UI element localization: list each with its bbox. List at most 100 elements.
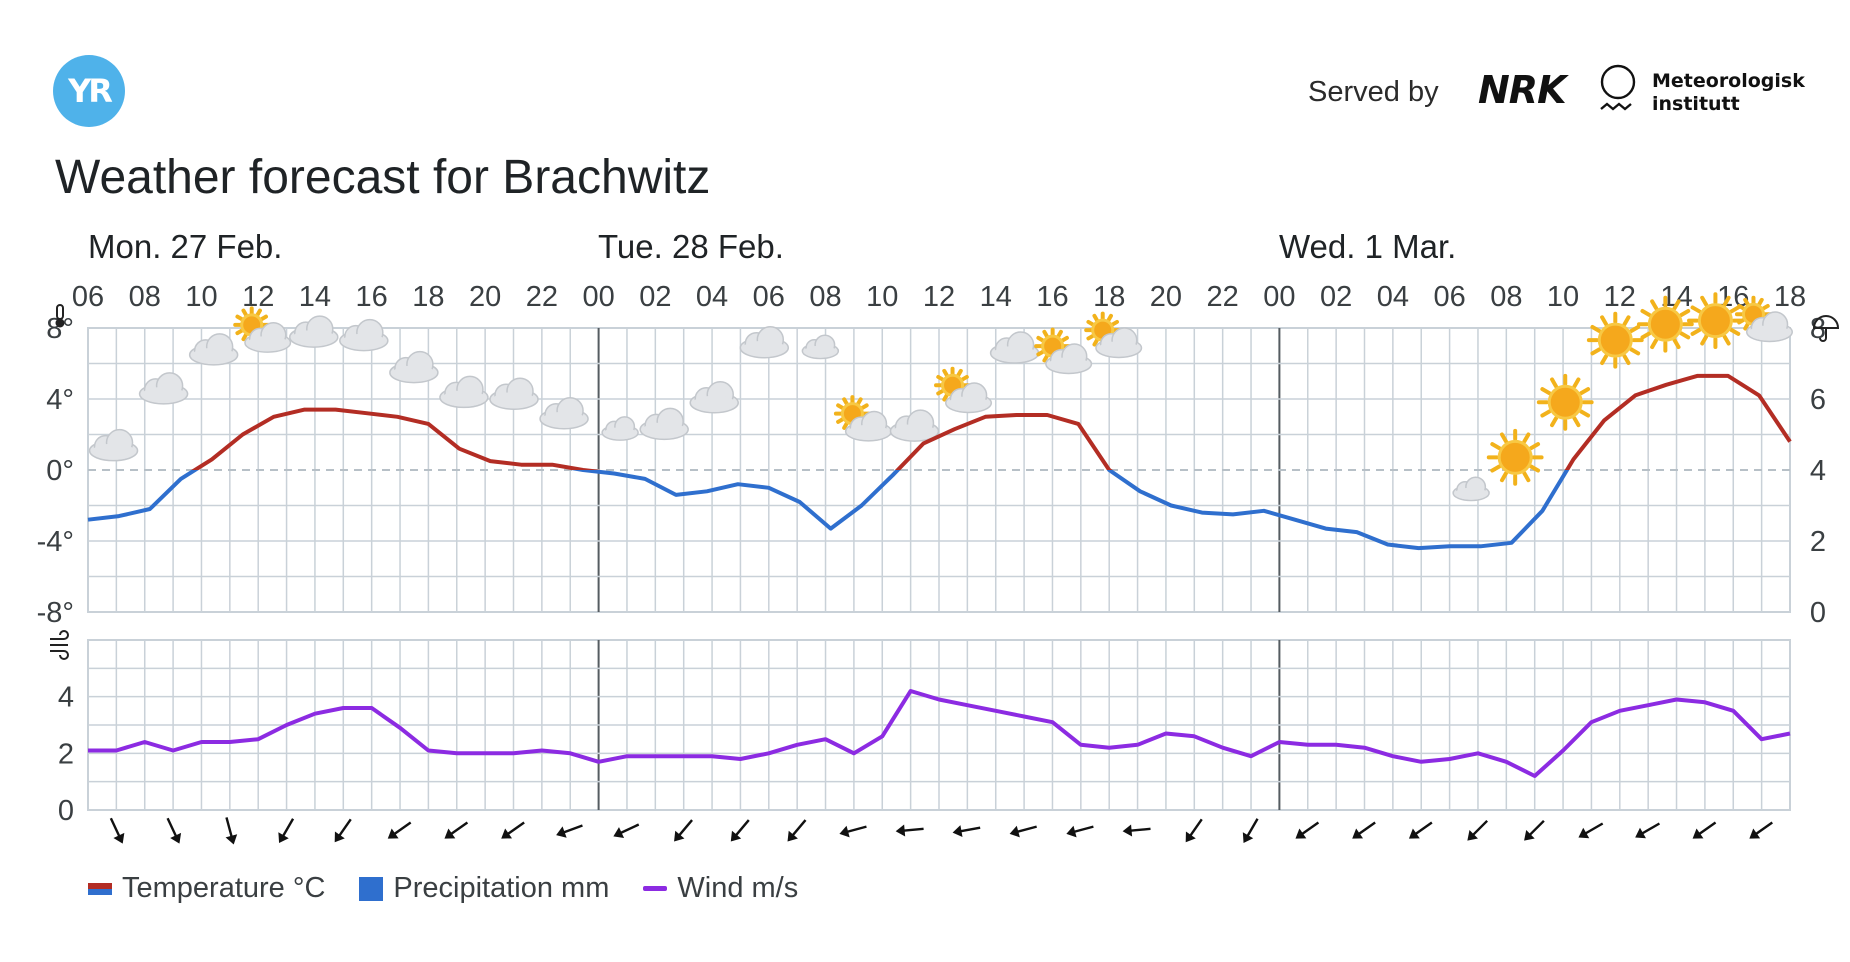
arrow-head bbox=[1578, 827, 1590, 839]
yr-logo[interactable]: YR bbox=[53, 55, 125, 127]
arrow-head bbox=[952, 825, 963, 837]
x-tick-label: 04 bbox=[1377, 281, 1409, 313]
cloud-fill bbox=[391, 365, 436, 382]
arrow-head bbox=[895, 824, 906, 837]
x-tick-label: 06 bbox=[72, 281, 104, 313]
x-tick-label: 08 bbox=[1490, 281, 1522, 313]
sun-ray bbox=[1729, 327, 1741, 336]
cloud-icon bbox=[138, 372, 189, 405]
arrow-head bbox=[1408, 828, 1420, 839]
cloud-fill bbox=[341, 333, 386, 350]
arrow-head bbox=[170, 832, 182, 844]
arrow-head bbox=[1066, 825, 1077, 838]
cloud-fill bbox=[246, 336, 289, 352]
partly-cloudy-day-icon bbox=[833, 395, 892, 442]
sun-ray bbox=[1672, 299, 1681, 311]
sun-ray bbox=[1499, 432, 1508, 444]
x-tick-label: 06 bbox=[1433, 281, 1465, 313]
arrow-head bbox=[387, 828, 399, 839]
umbrella-canopy bbox=[1812, 315, 1840, 329]
legend-precipitation-label: Precipitation mm bbox=[393, 872, 610, 904]
temperature-line-cold bbox=[87, 470, 1570, 551]
sun-ray bbox=[1600, 315, 1609, 327]
sun-ray bbox=[1036, 349, 1045, 357]
partly-cloudy-day-icon bbox=[1084, 311, 1143, 359]
precip-tick-label: 6 bbox=[1810, 384, 1826, 416]
cloud-fill bbox=[992, 346, 1037, 363]
wind-arrow bbox=[1578, 822, 1604, 839]
sun-ray bbox=[1110, 319, 1119, 327]
sun-ray bbox=[1737, 317, 1746, 325]
cloud-fill bbox=[191, 347, 236, 364]
wind-arrow bbox=[1295, 821, 1320, 839]
wind-arrow bbox=[1635, 822, 1661, 839]
arrow-head bbox=[787, 830, 798, 842]
cloud-icon bbox=[188, 333, 239, 366]
sun-ray bbox=[1757, 297, 1764, 307]
sun-ray bbox=[1650, 338, 1659, 350]
wind-symbol-path bbox=[50, 630, 69, 660]
sun-ray bbox=[1490, 464, 1502, 473]
wind-arrow bbox=[1749, 821, 1773, 839]
x-tick-label: 02 bbox=[1320, 281, 1352, 313]
wind-arrow bbox=[787, 819, 807, 842]
cloud-icon bbox=[639, 407, 689, 441]
sun-ray bbox=[1056, 329, 1063, 339]
served-by-label: Served by bbox=[1308, 76, 1439, 108]
met-institute-name[interactable]: Meteorologisk institutt bbox=[1652, 70, 1805, 116]
wind-arrow bbox=[109, 817, 125, 844]
x-tick-label: 16 bbox=[356, 281, 388, 313]
cloud-icon bbox=[889, 409, 940, 442]
wind-arrow bbox=[613, 823, 640, 838]
cloud-fill bbox=[291, 330, 336, 347]
sun-ray bbox=[936, 388, 945, 396]
sun-ray bbox=[1529, 464, 1541, 473]
wind-arrow bbox=[1408, 821, 1433, 839]
sun-ray bbox=[1060, 335, 1069, 343]
cloud-icon bbox=[389, 350, 439, 384]
met-institute-icon[interactable] bbox=[1598, 62, 1638, 120]
sun-ray bbox=[1086, 319, 1095, 327]
legend-temperature[interactable]: Temperature °C bbox=[88, 872, 325, 905]
sun-disc bbox=[1647, 306, 1683, 342]
sun-icon bbox=[1586, 311, 1644, 369]
temp-tick-label: 0° bbox=[46, 455, 74, 487]
legend-wind[interactable]: Wind m/s bbox=[643, 872, 798, 905]
wind-arrow bbox=[1692, 821, 1717, 839]
arrow-head bbox=[113, 832, 125, 844]
moon-crescent bbox=[594, 402, 606, 425]
cloud-fill bbox=[492, 392, 537, 409]
cloud-icon bbox=[289, 315, 339, 348]
wind-arrows bbox=[109, 817, 1773, 845]
x-tick-label: 08 bbox=[809, 281, 841, 313]
sun-ray bbox=[1572, 416, 1581, 428]
moon-crescent bbox=[1355, 452, 1371, 483]
sun-ray bbox=[1690, 305, 1702, 314]
sun-ray bbox=[1640, 309, 1652, 317]
nrk-logo[interactable]: NRK bbox=[1478, 68, 1567, 112]
wind-arrow bbox=[278, 818, 295, 843]
sun-ray bbox=[860, 403, 869, 410]
x-tick-label: 12 bbox=[923, 281, 955, 313]
arrow-head bbox=[556, 826, 567, 838]
met-name-line2: institutt bbox=[1652, 93, 1740, 115]
sun-ray bbox=[235, 314, 244, 322]
x-tick-label: 06 bbox=[753, 281, 785, 313]
x-tick-label: 08 bbox=[129, 281, 161, 313]
wind-arrow bbox=[556, 824, 583, 838]
chart-grid bbox=[87, 327, 1791, 811]
x-tick-label: 14 bbox=[299, 281, 331, 313]
arrow-head bbox=[1692, 828, 1704, 839]
cloud-fill bbox=[892, 424, 937, 441]
wind-arrow bbox=[1122, 824, 1151, 837]
cloud-icon bbox=[489, 377, 539, 410]
precipitation-swatch bbox=[359, 876, 384, 901]
sun-ray bbox=[1540, 409, 1552, 418]
cloud-icon bbox=[539, 396, 589, 430]
arrow-head bbox=[674, 830, 685, 842]
sun-disc bbox=[1547, 384, 1583, 420]
wind-arrow bbox=[952, 825, 981, 837]
temp-tick-label: -8° bbox=[37, 597, 74, 629]
sun-disc bbox=[1697, 303, 1733, 339]
legend-precipitation[interactable]: Precipitation mm bbox=[359, 872, 609, 905]
